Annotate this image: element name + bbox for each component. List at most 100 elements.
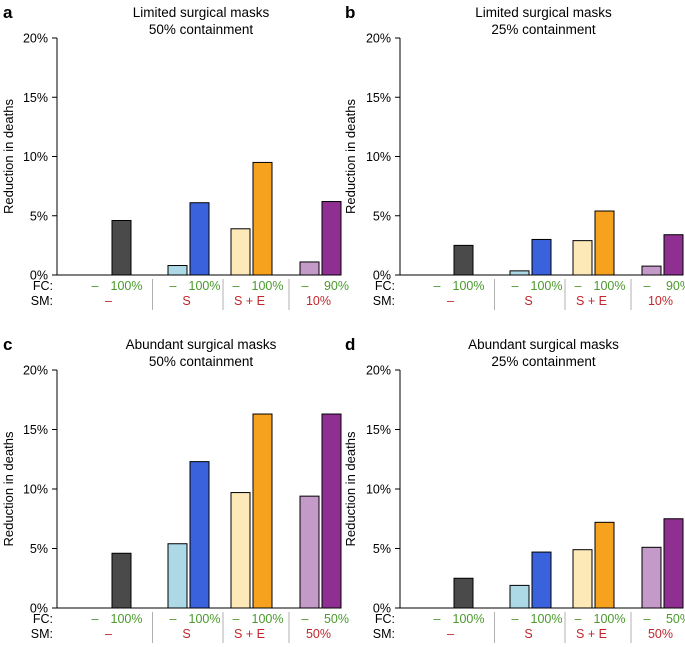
panel-d-bar-g3-1 <box>572 549 593 609</box>
panel-c-title-line-2: 50% containment <box>149 354 254 369</box>
panel-a-sm-label-4: 10% <box>306 294 331 308</box>
panel-c-fc-dash-1: – <box>92 612 99 626</box>
panel-b-bar-g3-2 <box>594 210 615 276</box>
panel-d-fc-value-1: 100% <box>453 612 485 626</box>
panel-d-row-label-sm: SM: <box>373 627 395 641</box>
panel-d-bar-g4-2 <box>663 518 684 609</box>
panel-d-bar-g3-2 <box>594 521 615 609</box>
panel-a-label: a <box>3 3 13 22</box>
panel-a-fc-value-4: 90% <box>324 279 349 293</box>
panel-b-ytick-label-1: 5% <box>373 209 391 223</box>
panel-b-bar-g3-1 <box>572 240 593 276</box>
panel-a-bar-g3-2 <box>252 161 273 276</box>
panel-b-row-label-fc: FC: <box>375 279 395 293</box>
panel-c-fc-dash-3: – <box>233 612 240 626</box>
panel-c-fc-value-2: 100% <box>189 612 221 626</box>
panel-a-ytick-label-0: 0% <box>30 269 48 283</box>
panel-d-fc-dash-4: – <box>644 612 651 626</box>
panel-c-fc-value-4: 50% <box>324 612 349 626</box>
panel-c-ylabel: Reduction in deaths <box>1 431 16 546</box>
panel-a-fc-dash-3: – <box>233 279 240 293</box>
panel-b-fc-value-3: 100% <box>594 279 626 293</box>
panel-d-bar-g2-2 <box>531 551 552 609</box>
panel-d-ylabel: Reduction in deaths <box>343 431 358 546</box>
panel-d-fc-value-3: 100% <box>594 612 626 626</box>
panel-a-bar-g2-2 <box>189 202 210 276</box>
panel-c-row-label-fc: FC: <box>33 612 53 626</box>
panel-d-ytick-label-2: 10% <box>366 483 391 497</box>
panel-d-ytick-label-4: 20% <box>366 364 391 378</box>
panel-c-bar-g1-2 <box>111 552 132 609</box>
panel-b-fc-value-2: 100% <box>531 279 563 293</box>
panel-c-bar-g3-1 <box>230 492 251 609</box>
panel-c-label: c <box>3 335 12 354</box>
panel-b-bar-g2-2 <box>531 238 552 276</box>
panel-d-bar-g4-1 <box>641 546 662 609</box>
panel-b-ytick-label-0: 0% <box>373 269 391 283</box>
panel-d-fc-dash-2: – <box>512 612 519 626</box>
panel-c-ytick-label-1: 5% <box>30 542 48 556</box>
panel-a-ytick-label-4: 20% <box>23 32 48 46</box>
panel-a-ytick-label-1: 5% <box>30 209 48 223</box>
panel-d-title-line-1: Abundant surgical masks <box>468 337 619 352</box>
panel-a-title-line-2: 50% containment <box>149 22 254 37</box>
panel-b-row-label-sm: SM: <box>373 294 395 308</box>
panel-b-ytick-label-2: 10% <box>366 150 391 164</box>
panel-a-title-line-1: Limited surgical masks <box>133 5 270 20</box>
panel-b-fc-dash-3: – <box>575 279 582 293</box>
panel-c-bar-g4-1 <box>299 495 320 609</box>
panel-c-fc-dash-4: – <box>302 612 309 626</box>
panel-c-sm-label-3: S + E <box>234 627 265 641</box>
panel-c-ytick-label-2: 10% <box>23 483 48 497</box>
panel-a-row-label-sm: SM: <box>31 294 53 308</box>
panel-d-sm-label-4: 50% <box>648 627 673 641</box>
panel-c-bar-g2-2 <box>189 461 210 609</box>
panel-b-bar-g4-2 <box>663 234 684 276</box>
panel-b-sm-label-3: S + E <box>576 294 607 308</box>
panel-b-sm-label-4: 10% <box>648 294 673 308</box>
panel-b-ytick-label-4: 20% <box>366 32 391 46</box>
panel-a-fc-value-1: 100% <box>111 279 143 293</box>
panel-b-fc-value-4: 90% <box>666 279 685 293</box>
panel-a-row-label-fc: FC: <box>33 279 53 293</box>
panel-c-sm-label-1: – <box>105 627 112 641</box>
panel-b-title-line-2: 25% containment <box>491 22 596 37</box>
panel-c-bar-g4-2 <box>321 413 342 609</box>
panel-a-bar-g4-1 <box>299 261 320 276</box>
panel-d-label: d <box>345 335 355 354</box>
panel-a-bar-g4-2 <box>321 201 342 276</box>
panel-b-fc-value-1: 100% <box>453 279 485 293</box>
panel-c-ytick-label-0: 0% <box>30 602 48 616</box>
panel-d-fc-dash-3: – <box>575 612 582 626</box>
panel-b-sm-label-2: S <box>524 294 532 308</box>
panel-b-ylabel: Reduction in deaths <box>343 99 358 214</box>
panel-d-ytick-label-3: 15% <box>366 423 391 437</box>
panel-b-label: b <box>345 3 355 22</box>
panel-a-ylabel: Reduction in deaths <box>1 99 16 214</box>
panel-b-title-line-1: Limited surgical masks <box>475 5 612 20</box>
panel-d-fc-value-4: 50% <box>666 612 685 626</box>
panel-c-sm-label-4: 50% <box>306 627 331 641</box>
panel-a-bar-g2-1 <box>167 265 188 276</box>
panel-d-sm-label-1: – <box>447 627 454 641</box>
panel-b-bar-g1-2 <box>453 244 474 276</box>
panel-b-fc-dash-1: – <box>434 279 441 293</box>
panel-a-ytick-label-3: 15% <box>23 91 48 105</box>
panel-c-fc-dash-2: – <box>170 612 177 626</box>
panel-c-bar-g3-2 <box>252 413 273 609</box>
panel-c-ytick-label-4: 20% <box>23 364 48 378</box>
panel-c-bar-g2-1 <box>167 543 188 609</box>
panel-d-fc-dash-1: – <box>434 612 441 626</box>
panel-d-ytick-label-1: 5% <box>373 542 391 556</box>
panel-d-ytick-label-0: 0% <box>373 602 391 616</box>
panel-c-fc-value-3: 100% <box>252 612 284 626</box>
panel-d-bar-g2-1 <box>509 584 530 609</box>
panel-d-sm-label-2: S <box>524 627 532 641</box>
panel-a-fc-dash-1: – <box>92 279 99 293</box>
panel-d-sm-label-3: S + E <box>576 627 607 641</box>
panel-a-fc-value-2: 100% <box>189 279 221 293</box>
panel-a-bar-g3-1 <box>230 228 251 276</box>
panel-d-title-line-2: 25% containment <box>491 354 596 369</box>
panel-b-ytick-label-3: 15% <box>366 91 391 105</box>
